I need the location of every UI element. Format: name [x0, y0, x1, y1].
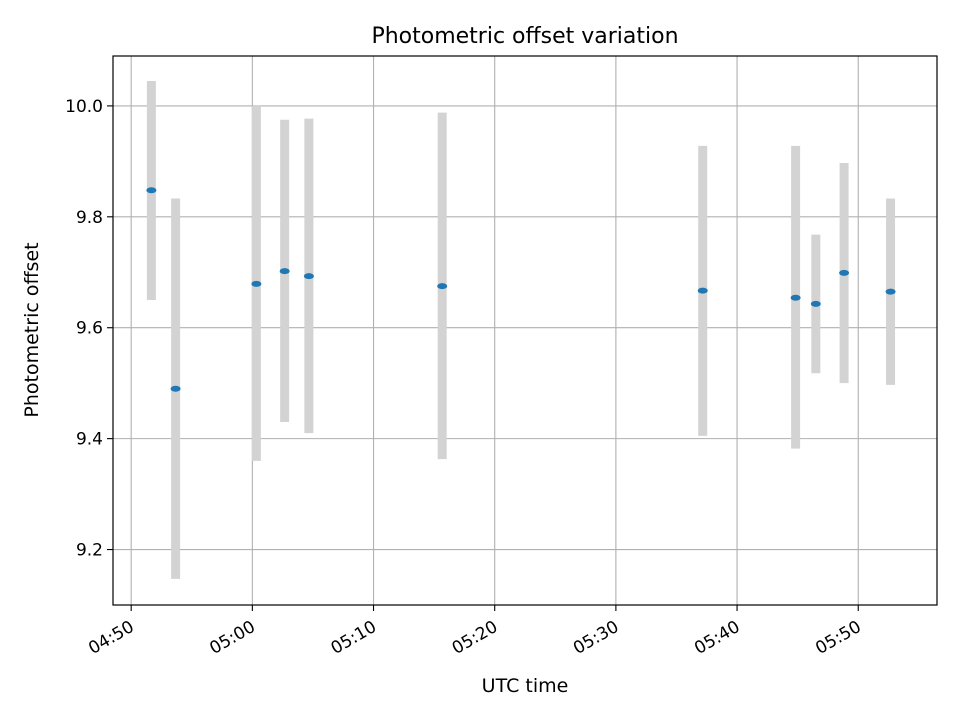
- data-point: [810, 300, 821, 307]
- y-tick-label: 9.2: [76, 541, 103, 561]
- y-axis-label: Photometric offset: [21, 242, 43, 417]
- data-point: [839, 269, 850, 276]
- data-point: [790, 294, 801, 301]
- data-points: [146, 187, 896, 392]
- data-point: [279, 268, 290, 275]
- x-axis-label: UTC time: [482, 675, 569, 697]
- plot-area-frame: [112, 55, 938, 606]
- data-point: [885, 288, 896, 295]
- y-tick-label: 9.8: [76, 208, 103, 228]
- y-tick-label: 9.4: [76, 430, 103, 450]
- data-point: [303, 273, 314, 280]
- chart-title: Photometric offset variation: [371, 24, 678, 49]
- y-tick-label: 10.0: [65, 97, 103, 117]
- data-point: [251, 280, 262, 287]
- y-tick-label: 9.6: [76, 319, 103, 339]
- data-point: [146, 187, 157, 194]
- data-point: [437, 283, 448, 290]
- data-point: [170, 385, 181, 392]
- data-point: [697, 287, 708, 294]
